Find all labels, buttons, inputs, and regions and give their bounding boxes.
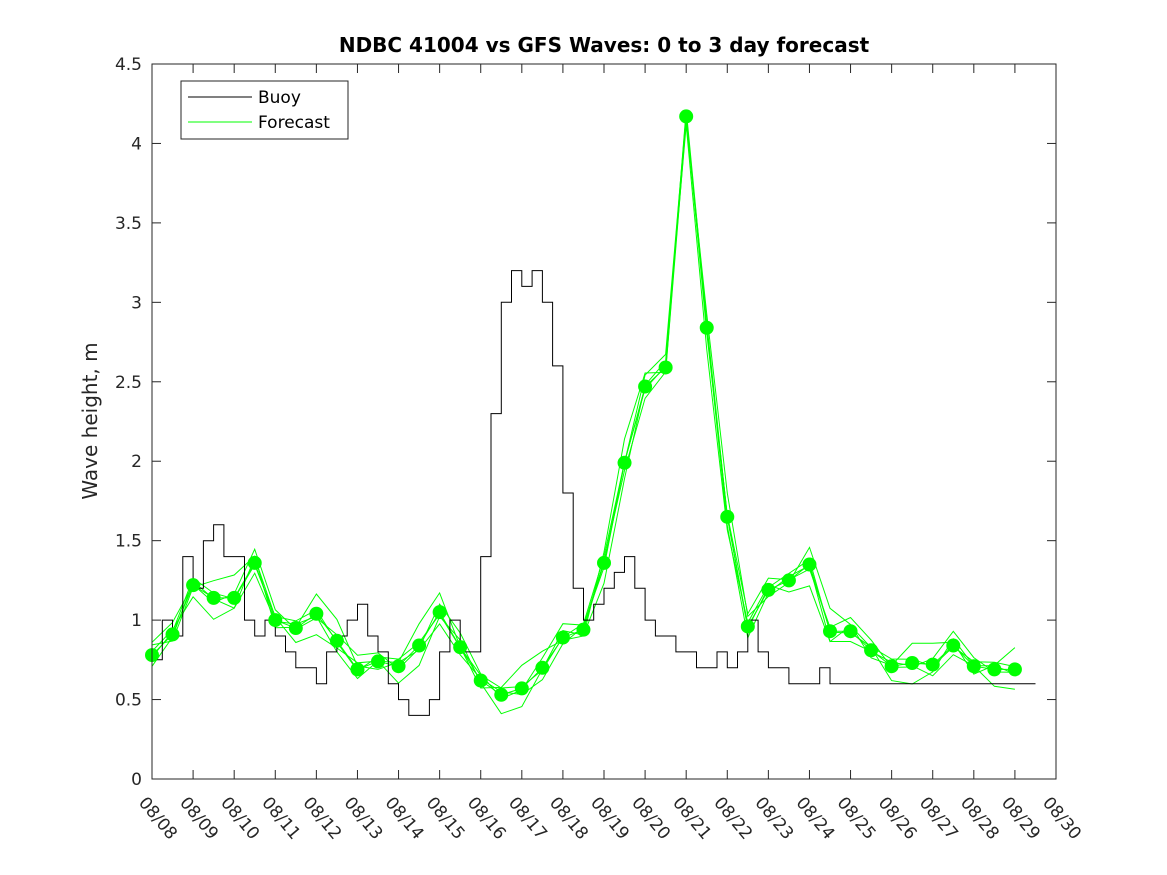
y-tick-label: 2.5 <box>115 373 142 393</box>
forecast-point <box>432 605 447 620</box>
forecast-point <box>925 657 940 672</box>
legend-box <box>180 80 349 140</box>
forecast-point <box>247 555 262 570</box>
forecast-point <box>740 619 755 634</box>
chart-title: NDBC 41004 vs GFS Waves: 0 to 3 day fore… <box>339 33 870 57</box>
y-tick-label: 3.5 <box>115 214 142 234</box>
forecast-point <box>987 662 1002 677</box>
forecast-point <box>638 379 653 394</box>
forecast-point <box>946 638 961 653</box>
forecast-point <box>288 621 303 636</box>
forecast-point <box>617 455 632 470</box>
y-tick-label: 0 <box>131 770 142 790</box>
forecast-point <box>905 656 920 671</box>
forecast-point <box>329 633 344 648</box>
forecast-point <box>761 582 776 597</box>
legend-forecast-label: Forecast <box>258 113 330 133</box>
buoy-line <box>152 270 1036 716</box>
forecast-point <box>412 638 427 653</box>
y-tick-label: 2 <box>131 452 142 472</box>
forecast-point <box>679 109 694 124</box>
forecast-point <box>165 627 180 642</box>
y-axis-label: Wave height, m <box>78 342 102 499</box>
forecast-point <box>309 606 324 621</box>
forecast-point <box>843 624 858 639</box>
forecast-point <box>453 640 468 655</box>
forecast-point <box>371 654 385 669</box>
y-tick-label: 4.5 <box>115 55 142 75</box>
forecast-point <box>227 590 242 605</box>
forecast-point <box>473 673 488 688</box>
forecast-point <box>555 630 570 645</box>
forecast-point <box>494 687 509 702</box>
forecast-point <box>1007 662 1022 677</box>
forecast-point <box>514 681 529 696</box>
forecast-point <box>802 557 817 572</box>
forecast-point <box>720 509 735 524</box>
legend-buoy-label: Buoy <box>258 88 301 108</box>
forecast-point <box>597 555 611 570</box>
forecast-point <box>391 659 406 674</box>
forecast-point <box>864 643 879 658</box>
forecast-point <box>206 590 221 605</box>
forecast-point <box>350 662 365 677</box>
forecast-point <box>576 622 591 637</box>
forecast-point <box>823 624 837 639</box>
legend: Buoy Forecast <box>180 80 349 140</box>
forecast-point <box>268 613 283 628</box>
forecast-point <box>186 578 201 593</box>
forecast-point <box>884 659 899 674</box>
forecast-point <box>781 573 796 588</box>
forecast-point <box>658 360 673 375</box>
y-tick-label: 4 <box>131 134 142 154</box>
plot-area <box>152 64 1056 779</box>
y-tick-label: 0.5 <box>115 691 142 711</box>
y-tick-label: 3 <box>131 293 142 313</box>
forecast-point <box>966 659 981 674</box>
y-tick-label: 1 <box>131 611 142 631</box>
series-layer <box>145 109 1036 716</box>
y-tick-label: 1.5 <box>115 532 142 552</box>
forecast-point <box>535 660 550 675</box>
forecast-point <box>699 320 714 335</box>
y-axis-ticks: 0 0.5 1 1.5 2 2.5 3 3.5 4 4.5 <box>115 55 1056 790</box>
